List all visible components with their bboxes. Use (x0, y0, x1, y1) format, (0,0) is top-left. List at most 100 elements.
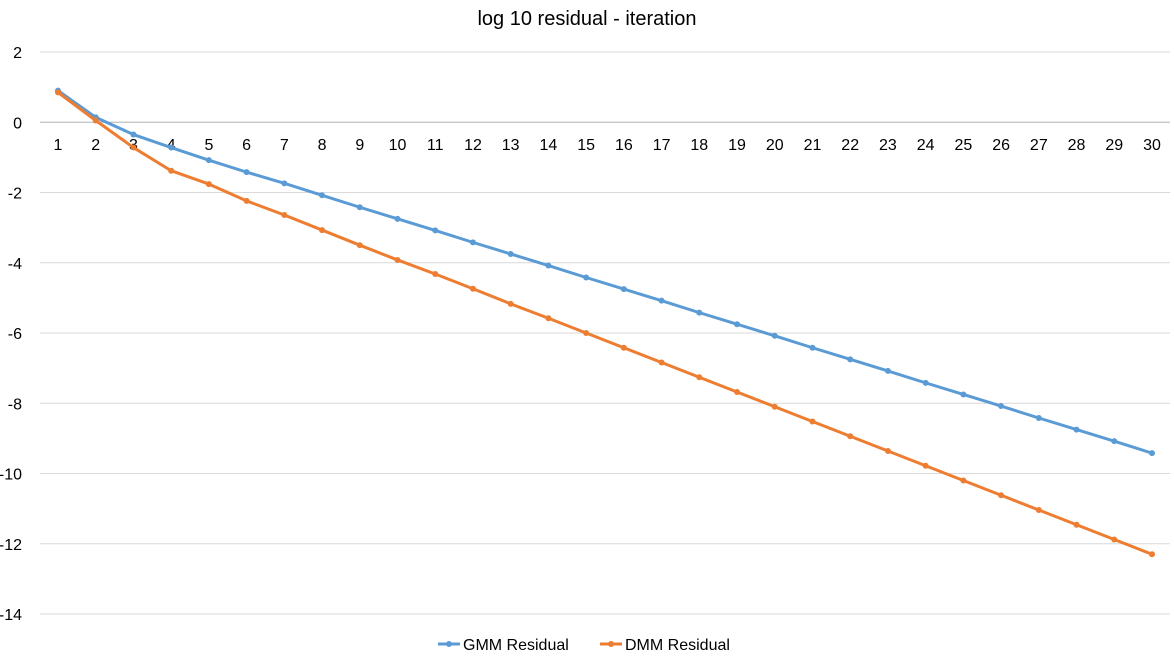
x-tick-label: 22 (841, 137, 859, 154)
data-point (92, 117, 99, 124)
x-tick-label: 21 (804, 137, 822, 154)
data-point (1035, 507, 1042, 514)
data-point (809, 418, 816, 425)
y-tick-label: -4 (8, 256, 22, 273)
x-tick-label: 28 (1068, 137, 1086, 154)
data-point (884, 448, 891, 455)
data-point (771, 332, 778, 339)
data-point (658, 359, 665, 366)
data-point (960, 391, 967, 398)
data-point (884, 367, 891, 374)
series-line (56, 90, 1154, 556)
data-point (168, 144, 175, 151)
data-point (55, 89, 61, 96)
x-tick-label: 5 (204, 137, 213, 154)
data-point (545, 262, 552, 269)
y-tick-label: -14 (0, 607, 22, 624)
data-point (620, 344, 627, 351)
y-tick-label: -8 (8, 396, 22, 413)
data-point (734, 321, 741, 328)
data-point (583, 274, 590, 281)
legend-item: DMM Residual (600, 637, 730, 654)
x-tick-label: 26 (992, 137, 1010, 154)
x-tick-label: 7 (280, 137, 289, 154)
data-point (658, 297, 665, 304)
data-point (130, 131, 137, 138)
x-tick-label: 24 (917, 137, 935, 154)
data-point (243, 197, 250, 204)
y-tick-label: -6 (8, 326, 22, 343)
data-point (1111, 536, 1118, 543)
data-point (620, 286, 627, 293)
data-point (319, 227, 326, 234)
data-point (507, 250, 514, 257)
data-point (243, 169, 250, 176)
y-axis-ticks: 2 0 -2 -4 -6 -8 -10 -12 -14 (0, 45, 22, 624)
data-point (1111, 438, 1118, 445)
series-gmm-residual (55, 87, 1155, 457)
x-tick-label: 18 (690, 137, 708, 154)
x-axis-ticks: 1234567891011121314151617181920212223242… (54, 137, 1161, 154)
data-point (734, 389, 741, 396)
data-point (998, 492, 1005, 499)
data-point (394, 215, 401, 222)
y-tick-label: 0 (13, 115, 22, 132)
x-tick-label: 16 (615, 137, 633, 154)
data-point (847, 433, 854, 440)
data-point (281, 180, 288, 187)
chart-title: log 10 residual - iteration (477, 8, 696, 30)
legend-swatch-marker (608, 641, 614, 647)
data-point (809, 344, 816, 351)
data-point (1073, 521, 1080, 528)
series-lines (55, 87, 1155, 558)
x-tick-label: 12 (464, 137, 482, 154)
data-point (168, 167, 175, 174)
data-point (922, 379, 929, 386)
data-point (356, 204, 363, 211)
legend: GMM Residual DMM Residual (438, 637, 730, 654)
x-tick-label: 19 (728, 137, 746, 154)
data-point (432, 227, 439, 234)
x-tick-label: 25 (954, 137, 972, 154)
x-tick-label: 13 (502, 137, 520, 154)
data-point (696, 309, 703, 316)
data-point (696, 374, 703, 381)
legend-swatch-marker (446, 641, 452, 647)
series-dmm-residual (55, 89, 1155, 558)
x-tick-label: 8 (318, 137, 327, 154)
data-point (205, 157, 212, 164)
x-tick-label: 17 (653, 137, 671, 154)
x-tick-label: 30 (1143, 137, 1161, 154)
data-point (432, 270, 439, 277)
data-point (583, 330, 590, 336)
data-point (1149, 551, 1155, 558)
x-tick-label: 23 (879, 137, 897, 154)
x-tick-label: 9 (355, 137, 364, 154)
y-tick-label: -10 (0, 467, 22, 484)
x-tick-label: 29 (1105, 137, 1123, 154)
data-point (545, 315, 552, 322)
data-point (1149, 450, 1155, 457)
legend-label: DMM Residual (625, 637, 730, 654)
data-point (205, 181, 212, 188)
data-point (507, 300, 514, 307)
x-tick-label: 15 (577, 137, 595, 154)
x-tick-label: 14 (540, 137, 558, 154)
y-tick-label: 2 (13, 45, 22, 62)
x-tick-label: 2 (91, 137, 100, 154)
data-point (922, 462, 929, 469)
y-tick-label: -12 (0, 537, 22, 554)
data-point (281, 211, 288, 218)
data-point (394, 256, 401, 263)
x-tick-label: 11 (427, 137, 444, 154)
data-point (847, 356, 854, 363)
data-point (356, 242, 363, 249)
data-point (960, 477, 967, 484)
data-point (469, 285, 476, 292)
series-line (56, 89, 1154, 455)
data-point (1073, 426, 1080, 433)
y-tick-label: -2 (8, 186, 22, 203)
x-tick-label: 27 (1030, 137, 1048, 154)
